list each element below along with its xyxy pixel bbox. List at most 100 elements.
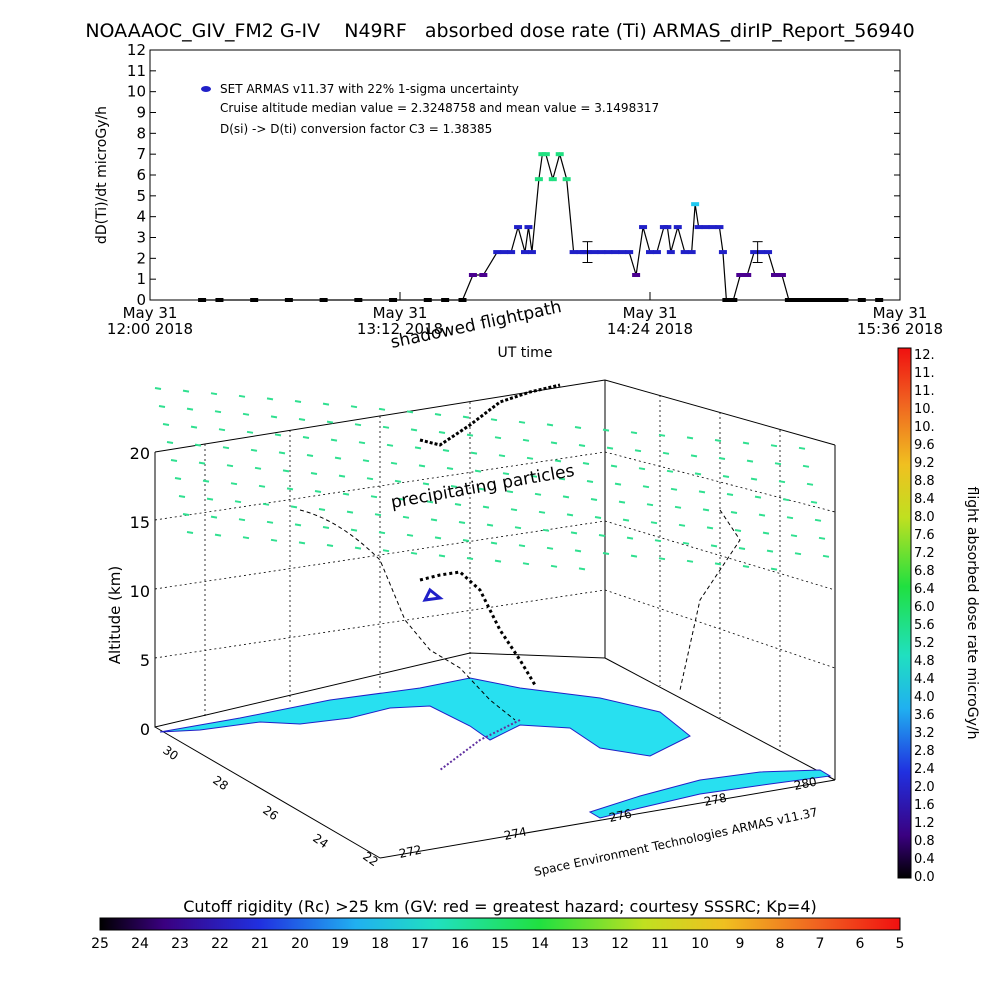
svg-text:0: 0 (140, 720, 150, 739)
credit-label: Space Environment Technologies ARMAS v11… (533, 805, 819, 879)
particle-mark (274, 433, 282, 437)
x-tick-label-date: May 31 (123, 304, 178, 322)
y-tick-label: 0 (136, 291, 146, 309)
data-point (479, 273, 488, 277)
data-point (819, 298, 828, 302)
data-point (777, 273, 786, 277)
data-point (493, 250, 502, 255)
particle-mark (234, 500, 242, 504)
particle-mark (374, 513, 382, 517)
particle-mark (666, 469, 674, 473)
data-point (750, 250, 759, 255)
particle-mark (602, 428, 610, 432)
particle-mark (494, 436, 502, 440)
data-point (389, 298, 398, 302)
particle-mark (446, 467, 454, 470)
particle-mark (518, 544, 526, 548)
dose-colorbar-gradient (897, 347, 912, 879)
particle-mark (210, 392, 218, 396)
particle-mark (650, 521, 658, 525)
data-point (812, 298, 821, 302)
particle-mark (242, 536, 250, 540)
particle-mark (514, 526, 522, 530)
particle-mark (810, 500, 818, 504)
particle-mark (698, 490, 706, 494)
rigidity-colorbar-tick: 15 (491, 936, 509, 952)
particle-mark (610, 464, 618, 468)
particle-mark (170, 459, 178, 462)
particle-mark (526, 456, 534, 460)
data-point (715, 225, 724, 230)
particle-mark (350, 405, 358, 409)
data-point (840, 298, 849, 302)
rigidity-colorbar-tick: 18 (371, 936, 389, 952)
particle-mark (442, 449, 450, 452)
particle-mark (270, 415, 278, 419)
particle-mark (286, 487, 294, 491)
particle-mark (194, 443, 202, 447)
particle-mark (206, 497, 214, 501)
rigidity-colorbar-tick: 14 (531, 936, 549, 952)
data-point (722, 298, 731, 302)
particle-mark (778, 480, 786, 484)
particle-mark (474, 469, 482, 473)
rigidity-colorbar-tick: 17 (411, 936, 429, 952)
particle-mark (306, 454, 314, 457)
particle-mark (618, 500, 626, 504)
particle-mark (558, 477, 566, 481)
particle-mark (462, 415, 470, 419)
particle-mark (674, 505, 682, 509)
data-point (791, 298, 800, 302)
particle-mark (266, 520, 274, 524)
dose-colorbar-tick: 0.8 (914, 834, 935, 849)
particle-mark (642, 485, 650, 489)
data-point (632, 273, 641, 277)
particle-mark (806, 482, 814, 486)
data-point (639, 225, 648, 230)
dose-colorbar-tick: 6.0 (914, 600, 935, 615)
particle-mark (490, 541, 498, 545)
particle-mark (502, 472, 510, 476)
data-point (743, 273, 752, 277)
particle-mark (218, 428, 226, 432)
particle-mark (230, 482, 238, 486)
altitude-axis-label: Altitude (km) (106, 566, 124, 664)
particle-mark (434, 536, 442, 540)
data-point (541, 152, 550, 157)
particle-mark (318, 508, 326, 511)
particle-mark (682, 541, 690, 545)
svg-text:28: 28 (210, 773, 231, 793)
data-point (423, 298, 432, 302)
rigidity-colorbar-tick: 10 (691, 936, 709, 952)
data-point (354, 298, 363, 302)
particle-mark (250, 448, 258, 452)
dose-colorbar-tick: 0.0 (914, 870, 935, 885)
particle-mark (814, 518, 822, 522)
svg-text:22: 22 (360, 849, 381, 869)
particle-mark (686, 436, 694, 440)
particle-mark (658, 557, 666, 561)
particle-mark (626, 536, 634, 540)
longitude-ticks: 272 274 276 278 280 (398, 774, 818, 860)
particle-mark (438, 431, 446, 434)
svg-text:26: 26 (260, 803, 281, 823)
particle-mark (750, 477, 758, 481)
data-point (319, 298, 328, 302)
particle-mark (186, 531, 194, 534)
particle-mark (202, 479, 210, 483)
data-point (673, 225, 682, 230)
rigidity-colorbar-tick: 24 (131, 936, 149, 952)
floor-front-edge (379, 779, 836, 859)
data-point (250, 298, 259, 302)
data-point (663, 225, 672, 230)
particle-mark (506, 490, 514, 494)
data-point (527, 250, 536, 255)
particle-mark (518, 420, 526, 424)
particle-mark (534, 492, 542, 496)
svg-text:280: 280 (793, 774, 818, 792)
particle-mark (590, 498, 598, 501)
floor-right-edge (604, 657, 836, 781)
particle-mark (326, 544, 334, 547)
particle-mark (678, 523, 686, 527)
particle-mark (382, 549, 390, 553)
